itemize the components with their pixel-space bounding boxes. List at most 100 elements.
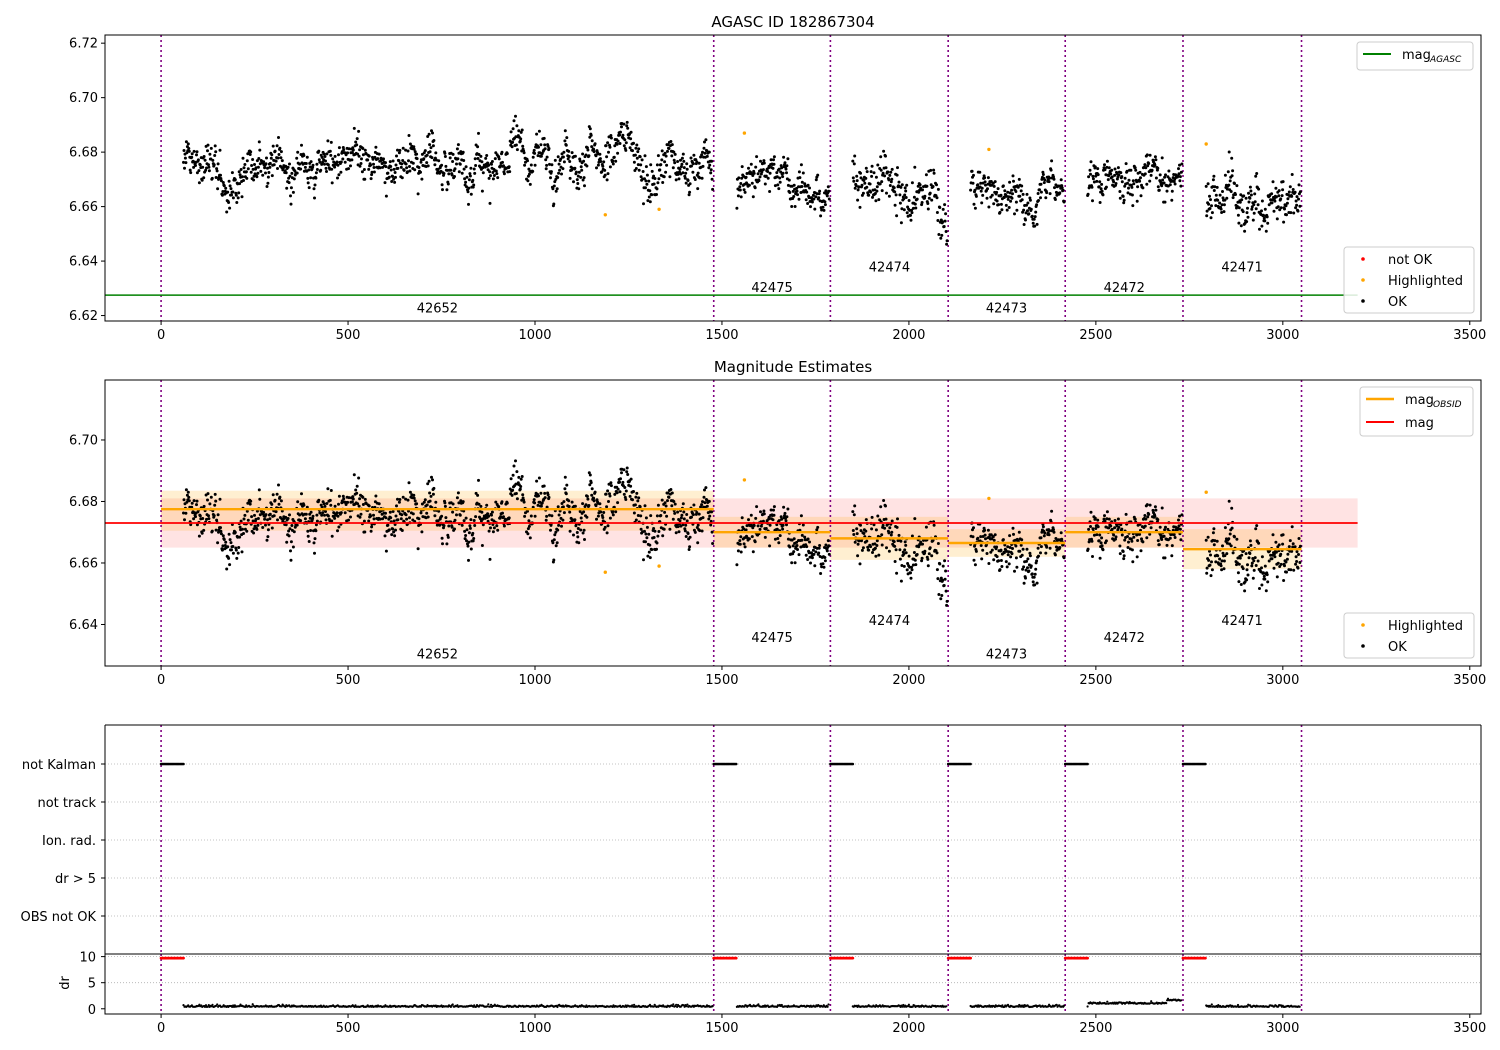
ok-point: [267, 171, 271, 174]
legend-mag-label: mag: [1405, 416, 1434, 431]
ok-point: [317, 158, 321, 162]
ok-point: [264, 523, 267, 527]
ok-point: [941, 564, 945, 568]
ok-point: [796, 548, 799, 551]
ok-point: [307, 186, 311, 190]
ok-point: [242, 517, 246, 521]
ok-point: [537, 476, 541, 480]
ok-point: [740, 516, 744, 520]
ok-point: [929, 183, 933, 187]
ok-point: [394, 175, 397, 179]
ok-point: [930, 554, 934, 558]
ok-point: [855, 532, 859, 536]
ok-point: [754, 165, 758, 169]
ok-point: [320, 155, 324, 159]
ok-point: [577, 187, 581, 191]
ok-point: [762, 159, 766, 163]
obsid-label: 42473: [986, 648, 1027, 663]
ok-point: [277, 502, 281, 506]
ok-point: [202, 504, 206, 508]
ok-point: [230, 171, 234, 175]
ok-point: [227, 532, 231, 536]
ok-point: [462, 167, 466, 171]
ok-point: [488, 201, 492, 205]
ok-point: [1026, 209, 1029, 213]
ok-point: [1117, 173, 1121, 177]
ok-point: [676, 510, 680, 514]
ok-point: [645, 525, 649, 529]
ok-point: [450, 173, 454, 177]
ok-point: [1113, 173, 1117, 177]
ok-point: [416, 192, 420, 196]
ok-point: [1032, 575, 1036, 579]
ok-point: [903, 548, 907, 552]
legend-mag-agasc-subscript: AGASC: [1429, 55, 1462, 65]
ok-point: [225, 567, 229, 571]
ok-point: [889, 533, 893, 537]
ok-point: [472, 519, 476, 522]
ok-point: [1122, 557, 1126, 561]
ok-point: [216, 513, 220, 517]
ok-point: [1253, 200, 1257, 204]
ok-point: [710, 159, 714, 163]
ok-point: [806, 537, 810, 541]
ok-point: [884, 517, 888, 521]
ok-point: [985, 552, 989, 555]
ok-point: [1048, 529, 1052, 533]
ok-point: [658, 168, 662, 172]
ok-point: [268, 161, 272, 165]
ok-point: [864, 518, 868, 522]
ok-point: [944, 569, 948, 573]
ok-point: [431, 492, 435, 496]
ok-point: [588, 127, 592, 131]
ok-point: [816, 173, 820, 177]
ok-point: [190, 505, 194, 509]
ok-point: [440, 514, 444, 518]
not-kalman-point: [1204, 762, 1207, 766]
ok-point: [187, 495, 191, 499]
ok-point: [751, 526, 755, 530]
ok-point: [453, 167, 457, 171]
ok-point: [422, 500, 426, 504]
ok-point: [1060, 186, 1064, 190]
ok-point: [431, 478, 434, 482]
ok-point: [441, 542, 444, 546]
ok-point: [241, 156, 245, 160]
p2-y-tick-label: 6.66: [69, 556, 98, 571]
ok-point: [209, 495, 213, 499]
ok-point: [1258, 227, 1261, 231]
ok-point: [1007, 550, 1011, 554]
ok-point: [999, 559, 1003, 562]
ok-point: [551, 541, 555, 545]
ok-point: [434, 151, 438, 155]
ok-point: [676, 172, 680, 176]
ok-point: [601, 516, 605, 519]
ok-point: [747, 537, 751, 541]
ok-point: [519, 477, 523, 481]
ok-point: [855, 527, 859, 531]
ok-point: [1220, 559, 1224, 563]
ok-point: [221, 190, 225, 193]
ok-point: [342, 497, 346, 501]
ok-point: [758, 175, 762, 179]
ok-point: [634, 167, 638, 170]
highlighted-point: [987, 496, 991, 501]
ok-point: [560, 524, 563, 528]
ok-point: [1146, 515, 1150, 519]
ok-point: [444, 516, 448, 520]
ok-point: [392, 519, 396, 523]
ok-point: [251, 158, 255, 161]
ok-point: [289, 186, 293, 190]
ok-point: [252, 527, 256, 531]
ok-point: [608, 165, 612, 169]
ok-point: [271, 493, 275, 497]
ok-point: [487, 176, 491, 180]
ok-point: [337, 494, 341, 498]
ok-point: [870, 527, 874, 531]
ok-point: [1270, 557, 1274, 561]
ok-point: [408, 165, 411, 168]
ok-point: [864, 176, 868, 180]
ok-point: [616, 501, 620, 505]
ok-point: [352, 126, 356, 130]
ok-point: [1014, 544, 1018, 548]
